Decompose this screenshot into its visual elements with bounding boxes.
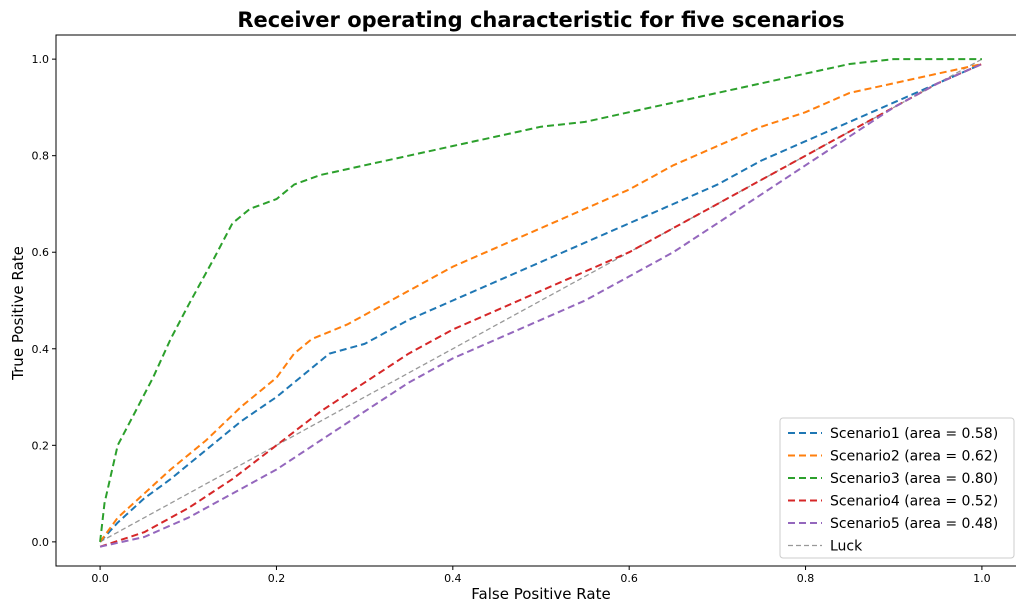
legend-entry-label: Scenario4 (area = 0.52)	[830, 494, 998, 510]
axis-ticks: 0.0 0.2 0.4 0.6 0.8 1.0 0.0 0.2 0.4 0.6 0.8 1.0	[32, 53, 991, 585]
x-tick-label: 0.0	[91, 572, 109, 585]
y-tick-label: 0.4	[32, 343, 50, 356]
x-tick-label: 1.0	[973, 572, 991, 585]
series-line-scenario1	[99, 63, 983, 543]
legend-box	[779, 417, 1015, 559]
x-axis-label: False Positive Rate	[471, 585, 610, 603]
y-tick-label: 0.6	[32, 246, 50, 259]
chart-title: Receiver operating characteristic for fi…	[237, 8, 844, 32]
x-tick-label: 0.2	[268, 572, 286, 585]
y-tick-label: 0.8	[32, 150, 50, 163]
legend-entry-label: Luck	[830, 539, 863, 555]
plot-area-frame	[55, 34, 1016, 567]
legend: Scenario1 (area = 0.58) Scenario2 (area =…	[779, 417, 1015, 559]
series-line-scenario5	[99, 63, 983, 548]
legend-entry-label: Scenario2 (area = 0.62)	[830, 449, 998, 465]
series-line-scenario4	[99, 63, 983, 548]
y-tick-label: 1.0	[32, 53, 50, 66]
series-line-scenario3	[99, 58, 982, 543]
y-tick-label: 0.0	[32, 536, 50, 549]
legend-entry-label: Scenario1 (area = 0.58)	[830, 426, 998, 442]
x-tick-label: 0.4	[444, 572, 462, 585]
x-tick-label: 0.6	[620, 572, 638, 585]
y-tick-label: 0.2	[32, 439, 50, 452]
y-axis-label: True Positive Rate	[9, 246, 27, 381]
series-line-scenario2	[99, 63, 983, 543]
legend-entry-label: Scenario3 (area = 0.80)	[830, 471, 998, 487]
x-tick-label: 0.8	[797, 572, 815, 585]
series-lines	[99, 58, 983, 548]
legend-entry-label: Scenario5 (area = 0.48)	[830, 516, 998, 532]
